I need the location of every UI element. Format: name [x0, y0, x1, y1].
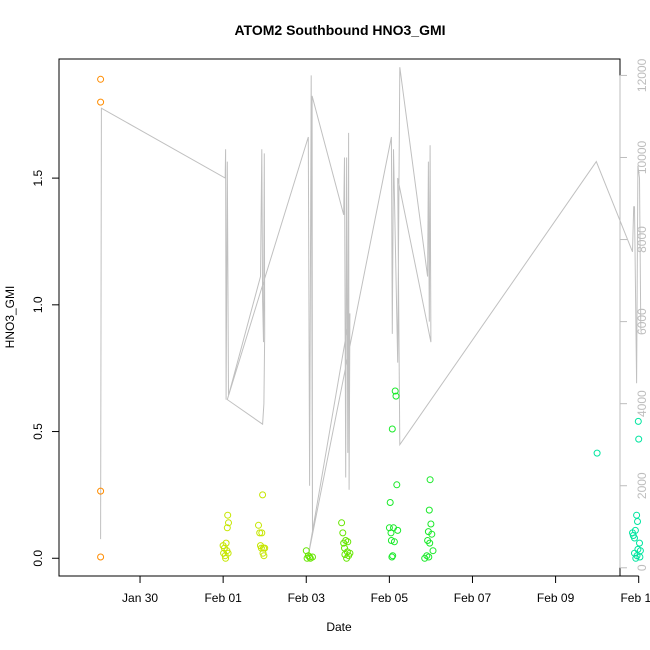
data-point [429, 547, 437, 555]
data-point [631, 526, 639, 534]
data-point [427, 520, 435, 528]
data-point [391, 387, 399, 395]
data-point [426, 476, 434, 484]
data-point [306, 553, 314, 561]
data-point [394, 526, 402, 534]
y2-tick-label: 12000 [635, 58, 649, 92]
y-tick-label: 0.0 [31, 550, 45, 567]
data-point [388, 553, 396, 561]
x-tick-label: Jan 30 [122, 591, 158, 605]
data-point [426, 539, 434, 547]
data-point [390, 538, 398, 546]
data-point [633, 511, 641, 519]
secondary-series-line [100, 67, 642, 556]
x-axis: Jan 30 Feb 01 Feb 03 Feb 05 Feb 07 Feb 09 Feb … [122, 575, 650, 605]
data-point [224, 549, 232, 557]
y-tick-label: 1.5 [31, 169, 45, 186]
series-3 [385, 387, 437, 562]
data-point [425, 506, 433, 514]
data-point [260, 552, 268, 560]
data-point [256, 529, 264, 537]
data-point [386, 499, 394, 506]
data-point [255, 521, 262, 529]
x-tick-label: Feb 09 [537, 591, 575, 605]
data-point [393, 481, 401, 489]
series-2 [302, 519, 354, 562]
data-point [389, 552, 397, 560]
data-point [423, 552, 431, 560]
y-axis-left: 0.0 0.5 1.0 1.5 [31, 169, 60, 567]
x-tick-label: Feb 03 [288, 591, 326, 605]
y2-tick-label: 0 [635, 564, 649, 571]
data-point [97, 487, 105, 495]
y-axis-right: 0 2000 4000 6000 8000 10000 12000 [619, 58, 649, 571]
data-point [593, 449, 601, 457]
series-1 [219, 491, 269, 562]
data-point [635, 435, 643, 443]
data-point [346, 549, 354, 557]
x-tick-label: Feb 11 [620, 591, 650, 605]
data-point [339, 529, 347, 537]
y2-tick-label: 4000 [635, 390, 649, 417]
data-point [631, 534, 638, 542]
data-point [97, 98, 105, 106]
data-point [97, 553, 105, 561]
data-point [428, 530, 436, 538]
data-point [636, 539, 643, 547]
data-point [224, 511, 232, 519]
data-point [97, 75, 105, 83]
data-point [636, 553, 644, 561]
series-4 [593, 417, 644, 562]
data-points-layer [97, 75, 644, 562]
data-point [634, 545, 642, 553]
data-point [634, 518, 641, 525]
data-point [309, 553, 316, 561]
data-point [344, 538, 352, 546]
data-point [392, 392, 400, 400]
data-point [222, 539, 230, 547]
y-tick-label: 1.0 [31, 296, 45, 313]
y-axis-label: HNO3_GMI [3, 286, 17, 349]
data-point [425, 553, 433, 561]
y2-tick-label: 10000 [635, 140, 649, 174]
data-point [634, 417, 642, 425]
secondary-line-layer [100, 67, 642, 556]
data-point [225, 519, 232, 527]
data-point [338, 519, 346, 527]
data-point [341, 551, 349, 558]
chart-title: ATOM2 Southbound HNO3_GMI [234, 22, 445, 38]
data-point [259, 491, 267, 499]
x-tick-label: Feb 05 [371, 591, 409, 605]
plot-area-frame [58, 58, 621, 577]
y2-tick-label: 6000 [635, 308, 649, 335]
data-point [223, 524, 231, 532]
series-0 [97, 75, 105, 561]
data-point [261, 544, 269, 552]
data-point [388, 425, 396, 433]
x-tick-label: Feb 07 [454, 591, 492, 605]
y2-tick-label: 2000 [635, 472, 649, 499]
y-tick-label: 0.5 [31, 423, 45, 440]
data-point [258, 529, 266, 537]
x-axis-label: Date [326, 620, 352, 634]
x-tick-label: Feb 01 [204, 591, 242, 605]
y2-tick-label: 8000 [635, 226, 649, 253]
